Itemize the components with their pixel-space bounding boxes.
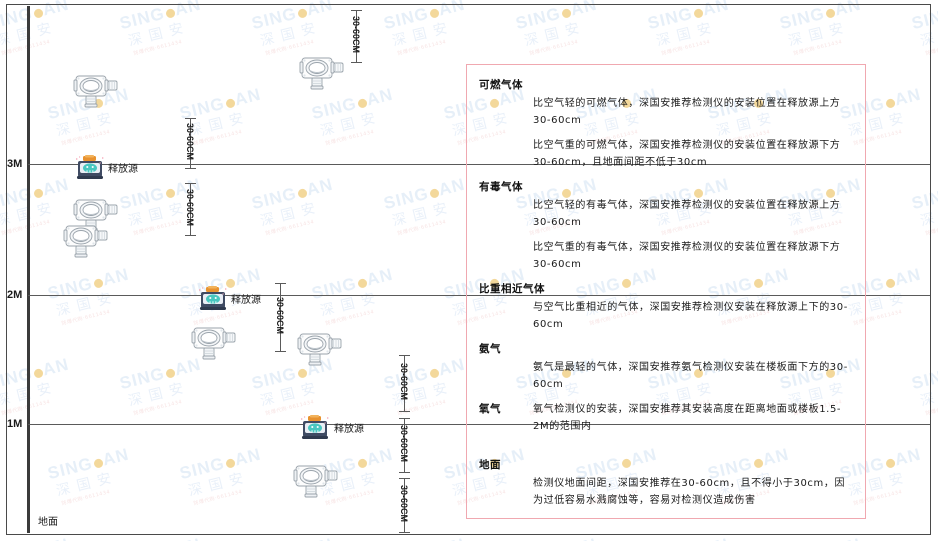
dim-bottom-3-cap-bottom: [399, 532, 410, 533]
guideline-paragraph: 氨气是最轻的气体，深国安推荐氨气检测仪安装在楼板面下方的30-60cm: [533, 362, 848, 390]
dim-bottom-1: [404, 355, 405, 411]
guideline-section-title: 地面: [479, 459, 501, 471]
guideline-section: 可燃气体 比空气轻的可燃气体，深国安推荐检测仪的安装位置在释放源上方30-60cm…: [479, 77, 855, 171]
dim-bottom-2-label: 30-60CM: [399, 425, 409, 463]
level-line-1m: [28, 424, 930, 425]
dim-left-lower-label: 30-60CM: [185, 189, 195, 227]
dim-bottom-2: [404, 418, 405, 472]
dim-top-right-cap-top: [351, 10, 362, 11]
guideline-section: 氨气氨气是最轻的气体，深国安推荐氨气检测仪安装在楼板面下方的30-60cm: [479, 341, 855, 393]
gas-detector-icon: [296, 326, 348, 370]
dim-left-upper: [190, 118, 191, 168]
dim-top-right: [356, 10, 357, 62]
guideline-paragraph: 检测仪地面间距，深国安推荐在30-60cm，且不得小于30cm，因为过低容易水溅…: [533, 478, 846, 506]
guideline-section-title: 氨气: [479, 343, 501, 355]
gas-detector-icon: [298, 50, 350, 94]
source-1m: [300, 415, 330, 441]
dim-bottom-3-cap-top: [399, 478, 410, 479]
gas-detector-icon: [62, 218, 114, 262]
level-line-2m: [28, 295, 930, 296]
guideline-paragraph: 比空气重的可燃气体，深国安推荐检测仪的安装位置在释放源下方30-60cm，且地面…: [533, 140, 841, 168]
ground-label: 地面: [38, 517, 58, 528]
gas-detector-icon: [72, 192, 124, 236]
dim-mid-right-cap-top: [275, 283, 286, 284]
guideline-section-title: 氧气: [479, 403, 501, 415]
dim-mid-right-label: 30-60CM: [275, 297, 285, 335]
guideline-paragraph: 氧气检测仪的安装，深国安推荐其安装高度在距离地面或楼板1.5-2M的范围内: [533, 404, 842, 432]
dim-bottom-2-cap-top: [399, 418, 410, 419]
guideline-section-title: 可燃气体: [479, 79, 523, 91]
dim-left-upper-cap-top: [185, 118, 196, 119]
vertical-height-axis: [27, 6, 30, 533]
guideline-section: 比重相近气体与空气比重相近的气体，深国安推荐检测仪安装在释放源上下的30-60c…: [479, 281, 855, 333]
level-label-3m: 3M: [7, 158, 23, 170]
level-line-3m: [28, 164, 930, 165]
dim-left-lower-cap-bottom: [185, 235, 196, 236]
source-2m: [198, 286, 228, 312]
guideline-section-title: 比重相近气体: [479, 283, 545, 295]
dim-left-upper-cap-bottom: [185, 168, 196, 169]
dim-mid-right-cap-bottom: [275, 351, 286, 352]
release-source-label: 释放源: [334, 424, 364, 435]
gas-detector-icon: [72, 68, 124, 112]
dim-left-lower-cap-top: [185, 183, 196, 184]
source-3m: [75, 155, 105, 181]
guideline-paragraph: 比空气轻的可燃气体，深国安推荐检测仪的安装位置在释放源上方30-60cm: [533, 98, 841, 126]
gas-detector-icon: [292, 458, 344, 502]
dim-bottom-3: [404, 478, 405, 532]
dim-bottom-2-cap-bottom: [399, 472, 410, 473]
level-label-1m: 1M: [7, 418, 23, 430]
guideline-section-inline: 氧气 氧气检测仪的安装，深国安推荐其安装高度在距离地面或楼板1.5-2M的范围内: [479, 401, 855, 435]
dim-bottom-1-label: 30-60CM: [399, 363, 409, 401]
release-source-label: 释放源: [108, 164, 138, 175]
guideline-paragraph: 比空气轻的有毒气体，深国安推荐检测仪的安装位置在释放源上方30-60cm: [533, 200, 841, 228]
dim-bottom-3-label: 30-60CM: [399, 485, 409, 523]
guideline-section: 地面检测仪地面间距，深国安推荐在30-60cm，且不得小于30cm，因为过低容易…: [479, 457, 855, 509]
dim-left-lower: [190, 183, 191, 235]
dim-bottom-1-cap-bottom: [399, 411, 410, 412]
release-source-label: 释放源: [231, 295, 261, 306]
dim-top-right-cap-bottom: [351, 62, 362, 63]
dim-top-right-label: 30-60CM: [351, 16, 361, 54]
gas-detector-icon: [190, 320, 242, 364]
guideline-section: 有毒气体 比空气轻的有毒气体，深国安推荐检测仪的安装位置在释放源上方30-60cm…: [479, 179, 855, 273]
level-label-2m: 2M: [7, 289, 23, 301]
dim-mid-right: [280, 283, 281, 351]
dim-bottom-1-cap-top: [399, 355, 410, 356]
guideline-section-title: 有毒气体: [479, 181, 523, 193]
installation-guidelines-panel: 可燃气体 比空气轻的可燃气体，深国安推荐检测仪的安装位置在释放源上方30-60cm…: [466, 64, 866, 519]
dim-left-upper-label: 30-60CM: [185, 123, 195, 161]
guideline-paragraph: 与空气比重相近的气体，深国安推荐检测仪安装在释放源上下的30-60cm: [533, 302, 848, 330]
guideline-paragraph: 比空气重的有毒气体，深国安推荐检测仪的安装位置在释放源下方30-60cm: [533, 242, 841, 270]
diagram-frame: [6, 4, 931, 535]
